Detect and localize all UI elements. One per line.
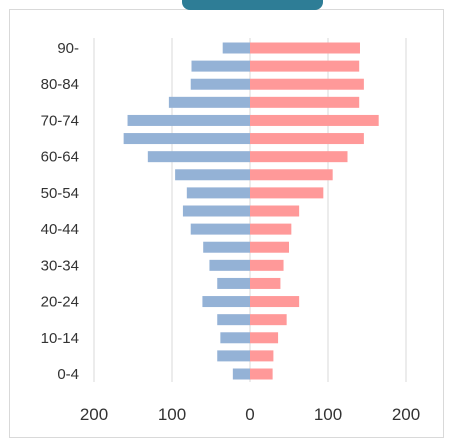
bar-right-65-69 <box>250 133 364 145</box>
bar-right-10-14 <box>250 332 279 344</box>
bar-right-80-84 <box>250 78 364 90</box>
bar-left-85-89 <box>191 60 250 72</box>
bar-left-60-64 <box>147 151 250 163</box>
bar-left-70-74 <box>127 114 250 126</box>
bar-left-40-44 <box>190 223 250 235</box>
y-tick-label: 30-34 <box>41 257 79 274</box>
bar-left-45-49 <box>182 205 250 217</box>
bar-left-90- <box>222 42 250 54</box>
bar-right-5-9 <box>250 350 274 362</box>
x-tick-label: 0 <box>245 405 254 424</box>
bar-right-70-74 <box>250 114 379 126</box>
bar-right-90- <box>250 42 360 54</box>
y-tick-label: 80-84 <box>41 76 79 93</box>
gridlines <box>93 38 407 382</box>
bar-left-35-39 <box>203 241 250 253</box>
bar-left-30-34 <box>209 259 250 271</box>
bar-right-75-79 <box>250 96 360 108</box>
bar-left-55-59 <box>175 169 250 181</box>
bar-right-25-29 <box>250 277 281 289</box>
bar-left-25-29 <box>217 277 250 289</box>
y-tick-label: 50-54 <box>41 185 79 202</box>
bar-right-40-44 <box>250 223 292 235</box>
bar-left-80-84 <box>190 78 250 90</box>
y-tick-label: 60-64 <box>41 149 79 166</box>
bar-right-50-54 <box>250 187 324 199</box>
y-tick-label: 20-24 <box>41 294 79 311</box>
bar-right-35-39 <box>250 241 289 253</box>
bar-left-75-79 <box>168 96 250 108</box>
bar-right-15-19 <box>250 314 287 326</box>
y-tick-label: 0-4 <box>57 366 79 383</box>
bar-right-45-49 <box>250 205 300 217</box>
bar-left-20-24 <box>202 296 250 308</box>
x-tick-label: 100 <box>314 405 342 424</box>
bar-right-0-4 <box>250 368 273 380</box>
bar-right-55-59 <box>250 169 333 181</box>
y-tick-label: 70-74 <box>41 112 79 129</box>
y-tick-labels: 0-4 10-14 20-24 30-34 40-44 50-54 60-64 70-74 80… <box>41 40 79 383</box>
bar-left-15-19 <box>217 314 250 326</box>
y-tick-label: 40-44 <box>41 221 79 238</box>
bar-right-60-64 <box>250 151 348 163</box>
bar-right-20-24 <box>250 296 300 308</box>
bar-left-50-54 <box>186 187 250 199</box>
bar-left-5-9 <box>217 350 250 362</box>
x-tick-labels: 200 100 0 100 200 <box>80 405 420 424</box>
header-tab <box>182 0 323 10</box>
bar-right-30-34 <box>250 259 284 271</box>
bars <box>123 42 379 380</box>
y-tick-label: 10-14 <box>41 330 79 347</box>
x-tick-label: 100 <box>158 405 186 424</box>
x-tick-label: 200 <box>80 405 108 424</box>
bar-left-65-69 <box>123 133 250 145</box>
x-tick-label: 200 <box>392 405 420 424</box>
bar-right-85-89 <box>250 60 360 72</box>
bar-left-0-4 <box>232 368 250 380</box>
bar-left-10-14 <box>220 332 250 344</box>
y-tick-label: 90- <box>57 40 79 57</box>
